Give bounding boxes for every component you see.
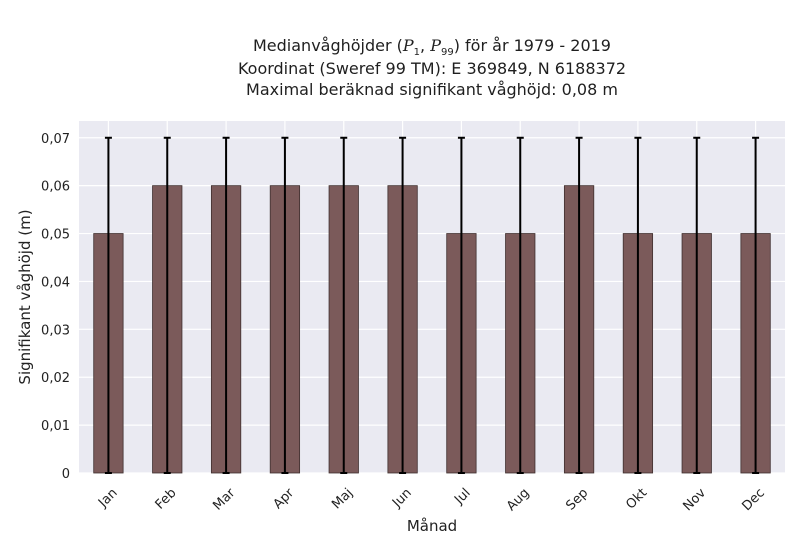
y-axis-ticks: 0 0,01 0,02 0,03 0,04 0,05 0,06 0,07	[41, 132, 70, 482]
x-tick-label: Nov	[680, 485, 709, 514]
x-tick-label: Sep	[563, 486, 591, 514]
y-tick-label: 0,06	[41, 180, 70, 195]
x-tick-label: Jun	[389, 486, 415, 512]
chart-title-line3: Maximal beräknad signifikant våghöjd: 0,…	[246, 80, 618, 99]
y-tick-label: 0	[62, 467, 70, 482]
x-tick-label: Aug	[504, 486, 533, 515]
x-tick-label: Mar	[210, 485, 238, 513]
x-tick-label: Jan	[95, 486, 120, 511]
error-bars	[104, 136, 760, 474]
y-tick-label: 0,04	[41, 275, 70, 290]
x-tick-label: Dec	[739, 486, 767, 514]
y-axis-label: Signifikant våghöjd (m)	[16, 209, 34, 384]
chart-title-line2: Koordinat (Sweref 99 TM): E 369849, N 61…	[237, 59, 627, 78]
y-tick-label: 0,02	[41, 371, 70, 386]
x-axis-label: Månad	[407, 517, 457, 535]
y-tick-label: 0,03	[41, 323, 70, 338]
chart-title-line1: Medianvåghöjder (P1, P99) för år 1979 - …	[253, 36, 611, 59]
y-tick-label: 0,05	[41, 228, 70, 243]
x-tick-label: Maj	[329, 486, 356, 513]
plot-area	[79, 121, 785, 473]
x-tick-label: Apr	[271, 485, 298, 512]
x-tick-label: Jul	[451, 486, 473, 508]
x-tick-label: Okt	[623, 486, 650, 513]
y-tick-label: 0,01	[41, 419, 70, 434]
x-axis-ticks: Jan Feb Mar Apr Maj Jun Jul Aug Sep Okt Nov Dec	[95, 485, 768, 514]
y-tick-label: 0,07	[41, 132, 70, 147]
x-tick-label: Feb	[153, 486, 180, 513]
